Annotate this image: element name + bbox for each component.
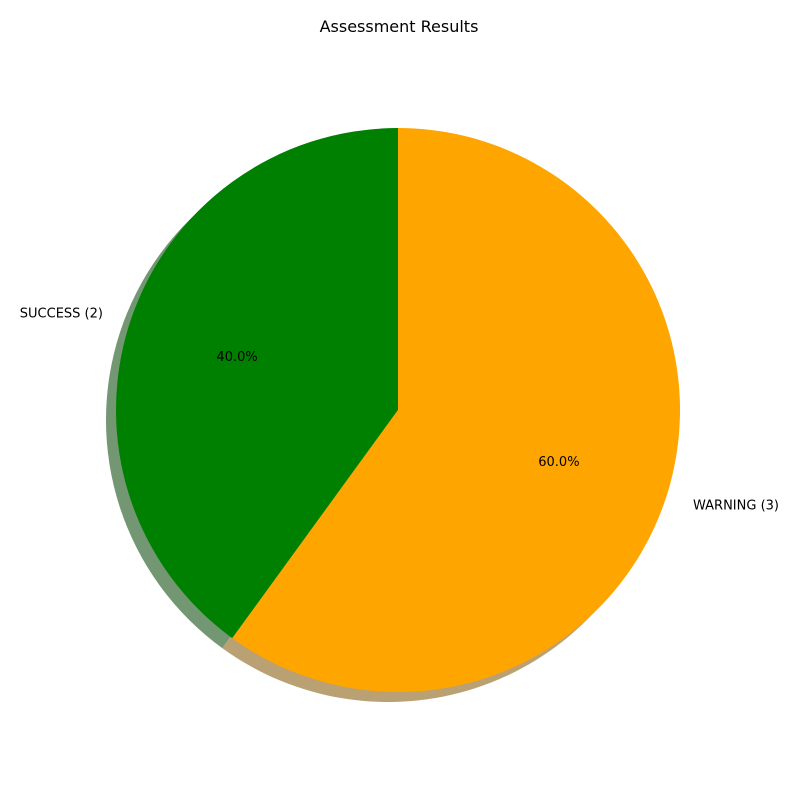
pie-labels: SUCCESS (2) 40.0% WARNING (3) 60.0% <box>20 307 779 514</box>
slice-warning <box>232 127 680 692</box>
chart-title: Assessment Results <box>320 17 479 36</box>
slice-success <box>115 128 398 639</box>
slice-percent-success: 40.0% <box>216 350 257 365</box>
slice-percent-warning: 60.0% <box>538 455 579 470</box>
slice-label-warning: WARNING (3) <box>693 498 779 513</box>
pie-slices <box>115 127 680 692</box>
slice-label-success: SUCCESS (2) <box>20 307 103 322</box>
